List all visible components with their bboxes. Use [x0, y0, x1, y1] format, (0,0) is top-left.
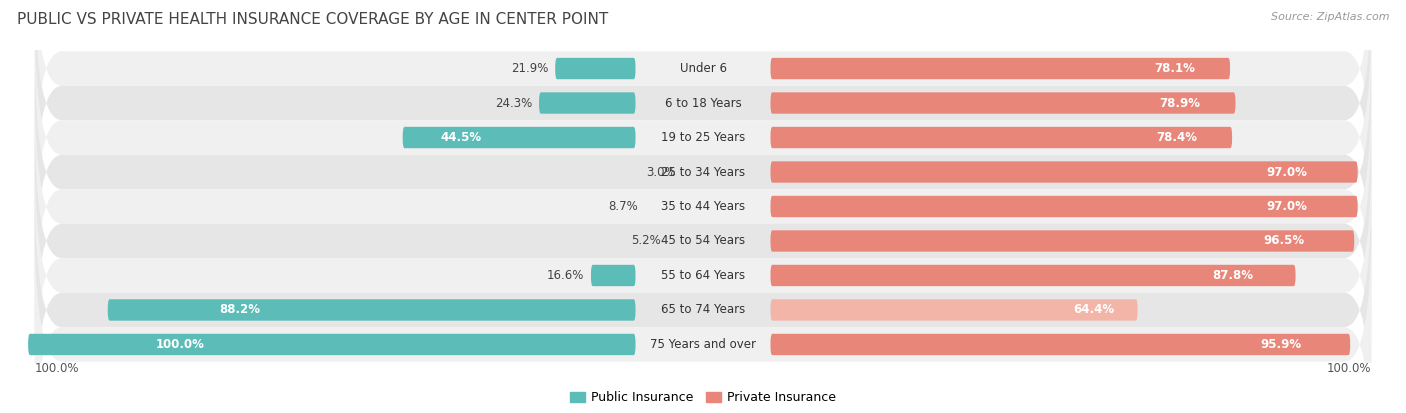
Text: 64.4%: 64.4%: [1073, 304, 1114, 316]
Text: 87.8%: 87.8%: [1212, 269, 1253, 282]
Text: 75 Years and over: 75 Years and over: [650, 338, 756, 351]
FancyBboxPatch shape: [538, 93, 636, 114]
Text: 8.7%: 8.7%: [607, 200, 637, 213]
Text: 97.0%: 97.0%: [1267, 166, 1308, 178]
Text: 44.5%: 44.5%: [440, 131, 481, 144]
FancyBboxPatch shape: [35, 120, 1371, 362]
Text: 78.4%: 78.4%: [1156, 131, 1198, 144]
FancyBboxPatch shape: [35, 189, 1371, 413]
Text: 19 to 25 Years: 19 to 25 Years: [661, 131, 745, 144]
Text: 3.0%: 3.0%: [647, 166, 676, 178]
Text: 78.1%: 78.1%: [1154, 62, 1195, 75]
Text: 65 to 74 Years: 65 to 74 Years: [661, 304, 745, 316]
Text: 88.2%: 88.2%: [219, 304, 260, 316]
Text: 24.3%: 24.3%: [495, 97, 533, 109]
Text: 95.9%: 95.9%: [1260, 338, 1301, 351]
Text: 35 to 44 Years: 35 to 44 Years: [661, 200, 745, 213]
FancyBboxPatch shape: [35, 0, 1371, 224]
Text: 96.5%: 96.5%: [1264, 235, 1305, 247]
Text: 45 to 54 Years: 45 to 54 Years: [661, 235, 745, 247]
Text: Source: ZipAtlas.com: Source: ZipAtlas.com: [1271, 12, 1389, 22]
Text: 100.0%: 100.0%: [35, 362, 79, 375]
FancyBboxPatch shape: [770, 265, 1295, 286]
Text: 78.9%: 78.9%: [1159, 97, 1201, 109]
Text: 55 to 64 Years: 55 to 64 Years: [661, 269, 745, 282]
FancyBboxPatch shape: [770, 299, 1137, 320]
Text: 97.0%: 97.0%: [1267, 200, 1308, 213]
FancyBboxPatch shape: [35, 224, 1371, 413]
FancyBboxPatch shape: [770, 230, 1354, 252]
FancyBboxPatch shape: [35, 155, 1371, 396]
FancyBboxPatch shape: [770, 93, 1236, 114]
FancyBboxPatch shape: [108, 299, 636, 320]
Text: 16.6%: 16.6%: [547, 269, 585, 282]
FancyBboxPatch shape: [35, 51, 1371, 293]
FancyBboxPatch shape: [770, 58, 1230, 79]
FancyBboxPatch shape: [35, 86, 1371, 327]
Text: 100.0%: 100.0%: [156, 338, 204, 351]
Text: Under 6: Under 6: [679, 62, 727, 75]
Text: 25 to 34 Years: 25 to 34 Years: [661, 166, 745, 178]
FancyBboxPatch shape: [402, 127, 636, 148]
Text: 6 to 18 Years: 6 to 18 Years: [665, 97, 741, 109]
FancyBboxPatch shape: [770, 334, 1350, 355]
Text: PUBLIC VS PRIVATE HEALTH INSURANCE COVERAGE BY AGE IN CENTER POINT: PUBLIC VS PRIVATE HEALTH INSURANCE COVER…: [17, 12, 609, 27]
FancyBboxPatch shape: [555, 58, 636, 79]
FancyBboxPatch shape: [591, 265, 636, 286]
Text: 21.9%: 21.9%: [510, 62, 548, 75]
FancyBboxPatch shape: [770, 127, 1232, 148]
Text: 5.2%: 5.2%: [631, 235, 661, 247]
FancyBboxPatch shape: [770, 196, 1358, 217]
FancyBboxPatch shape: [28, 334, 636, 355]
FancyBboxPatch shape: [770, 161, 1358, 183]
FancyBboxPatch shape: [35, 17, 1371, 258]
FancyBboxPatch shape: [35, 0, 1371, 189]
Text: 100.0%: 100.0%: [1327, 362, 1371, 375]
Legend: Public Insurance, Private Insurance: Public Insurance, Private Insurance: [569, 391, 837, 404]
